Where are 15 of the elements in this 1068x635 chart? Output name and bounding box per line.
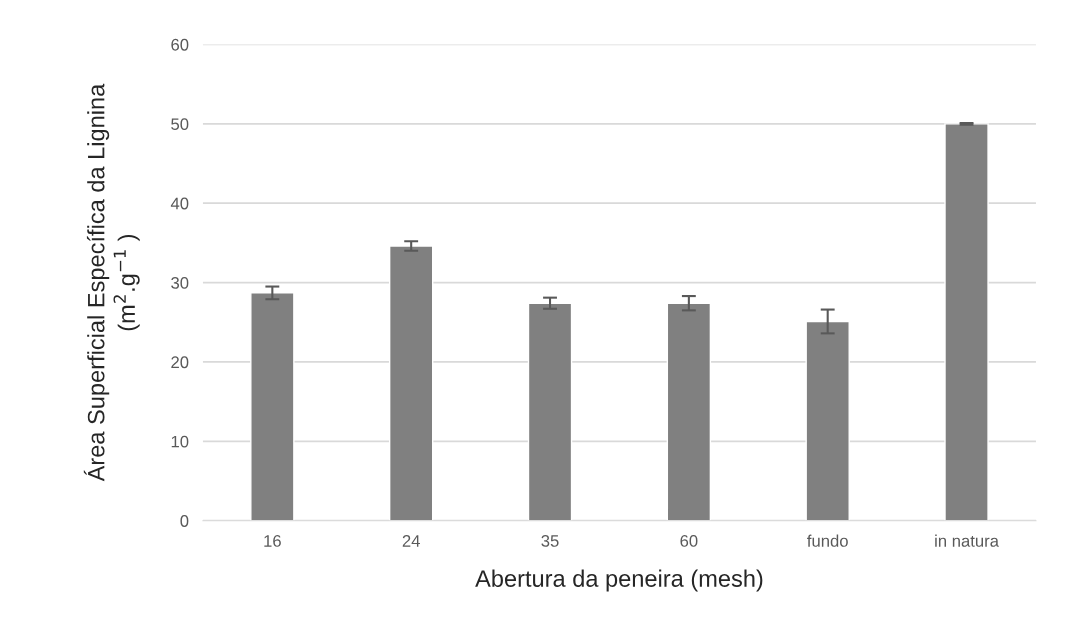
x-tick-label: 16 <box>264 535 281 547</box>
x-tick-label: fundo <box>807 534 848 547</box>
y-axis-title: Área Superficial Específica da Lignina (m$^{2}$.g$^{−1}$ ) <box>83 83 140 482</box>
x-axis-title: Abertura da peneira (mesh) <box>475 569 763 592</box>
y-tick-label: 60 <box>171 38 189 51</box>
x-tick-label: in natura <box>935 534 999 547</box>
y-tick-label: 30 <box>171 276 189 289</box>
x-tick-label: 60 <box>680 535 698 547</box>
x-tick-label: 35 <box>541 535 559 547</box>
y-tick-label: 40 <box>170 197 189 210</box>
x-tick-label: 24 <box>402 535 420 547</box>
y-tick-label: 10 <box>171 435 189 448</box>
y-tick-label: 20 <box>171 356 189 369</box>
y-tick-label: 50 <box>171 118 189 131</box>
y-tick-label: 0 <box>180 515 189 527</box>
